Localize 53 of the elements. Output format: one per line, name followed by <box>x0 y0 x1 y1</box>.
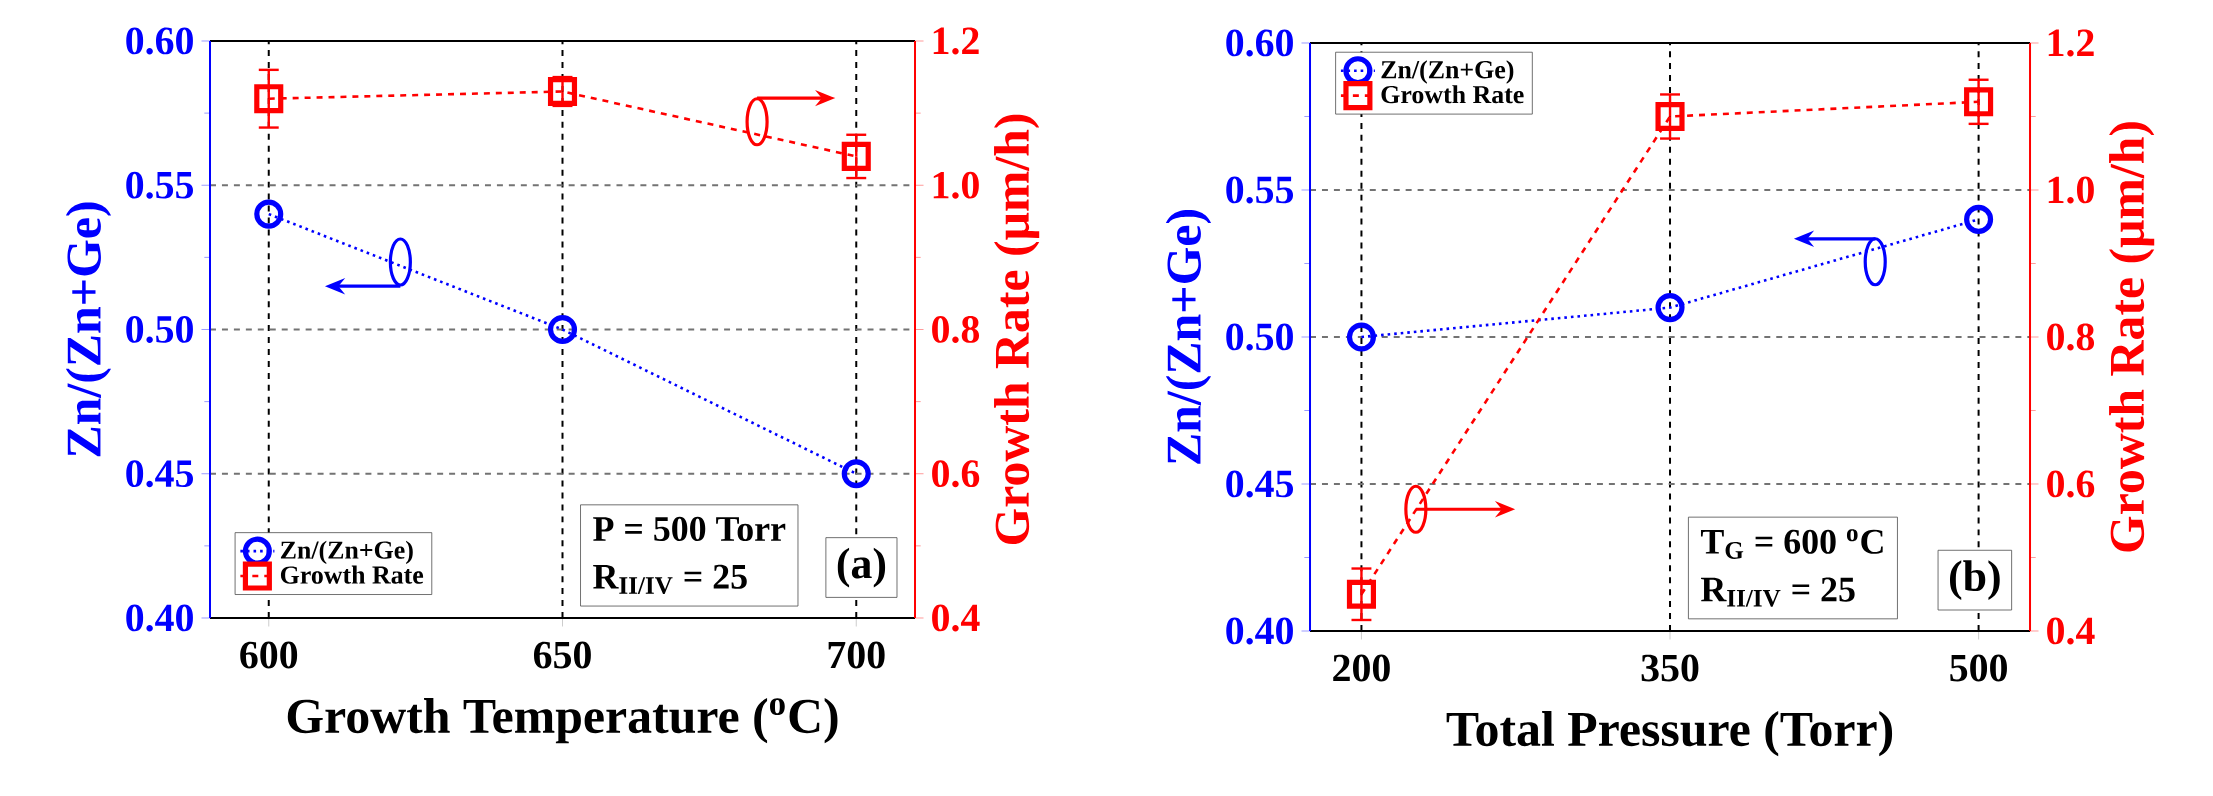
y2-tick-label: 0.6 <box>2047 470 2095 498</box>
point <box>1964 87 1994 117</box>
y-tick-label: 0.45 <box>126 460 193 488</box>
point <box>1655 101 1685 132</box>
y2-tick-label: 1.2 <box>933 27 979 55</box>
x-tick-label: 200 <box>1333 654 1390 682</box>
y2-tick-label: 0.6 <box>932 460 980 488</box>
point <box>1964 204 1994 234</box>
y-tick-label: 0.45 <box>1226 470 1294 498</box>
point <box>841 141 871 171</box>
y2-axis-title: Growth Rate (μm/h) <box>2109 122 2155 552</box>
x-tick-label: 650 <box>533 641 591 669</box>
y-tick-label: 0.40 <box>1226 617 1293 645</box>
y2-axis-title: Growth Rate (μm/h) <box>994 114 1040 545</box>
y2-tick-label: 0.8 <box>932 315 980 344</box>
y-axis-title: Zn/(Zn+Ge) <box>1165 210 1212 464</box>
annotation: T$_{G}$ = 600 $^{o}$C <box>1700 529 1883 559</box>
point <box>1346 322 1376 352</box>
y2-tick-label: 1.0 <box>2048 176 2094 204</box>
y2-tick-label: 0.4 <box>2047 617 2095 645</box>
annotation: R$_{II/IV}$ = 25 <box>1701 577 1855 607</box>
x-axis-title: Total Pressure (Torr) <box>1446 711 1893 757</box>
annotation: (b) <box>1949 560 2000 601</box>
y-tick-label: 0.55 <box>1226 176 1294 204</box>
point <box>841 459 871 489</box>
y2-tick-label: 1.0 <box>933 171 979 199</box>
legend-label: Growth Rate <box>1381 85 1524 104</box>
x-tick-label: 500 <box>1950 654 2007 682</box>
y-tick-label: 0.50 <box>1226 323 1293 351</box>
legend-label: Zn/(Zn+Ge) <box>1381 60 1514 84</box>
y-tick-label: 0.40 <box>126 604 193 632</box>
y-tick-label: 0.50 <box>126 315 193 344</box>
legend-label: Zn/(Zn+Ge) <box>280 540 413 565</box>
y2-tick-label: 0.8 <box>2047 323 2095 351</box>
annotation: P = 500 Torr <box>593 516 786 542</box>
annotation: (a) <box>837 547 886 588</box>
y-tick-label: 0.60 <box>1226 29 1293 57</box>
x-tick-label: 600 <box>240 641 298 669</box>
point <box>254 84 284 114</box>
y2-tick-label: 1.2 <box>2048 29 2094 57</box>
annotation: R$_{II/IV}$ = 25 <box>593 564 747 595</box>
x-tick-label: 700 <box>828 641 885 669</box>
y-tick-label: 0.55 <box>126 171 193 199</box>
legend-label: Growth Rate <box>280 565 424 584</box>
point <box>547 314 578 345</box>
point <box>1346 579 1376 609</box>
y-axis-title: Zn/(Zn+Ge) <box>65 202 112 457</box>
point <box>1655 293 1685 323</box>
x-axis-title: Growth Temperature ($^{o}$C) <box>287 698 838 744</box>
x-tick-label: 350 <box>1641 654 1699 682</box>
point <box>254 199 284 229</box>
y-tick-label: 0.60 <box>126 27 193 55</box>
y2-tick-label: 0.4 <box>932 604 980 632</box>
